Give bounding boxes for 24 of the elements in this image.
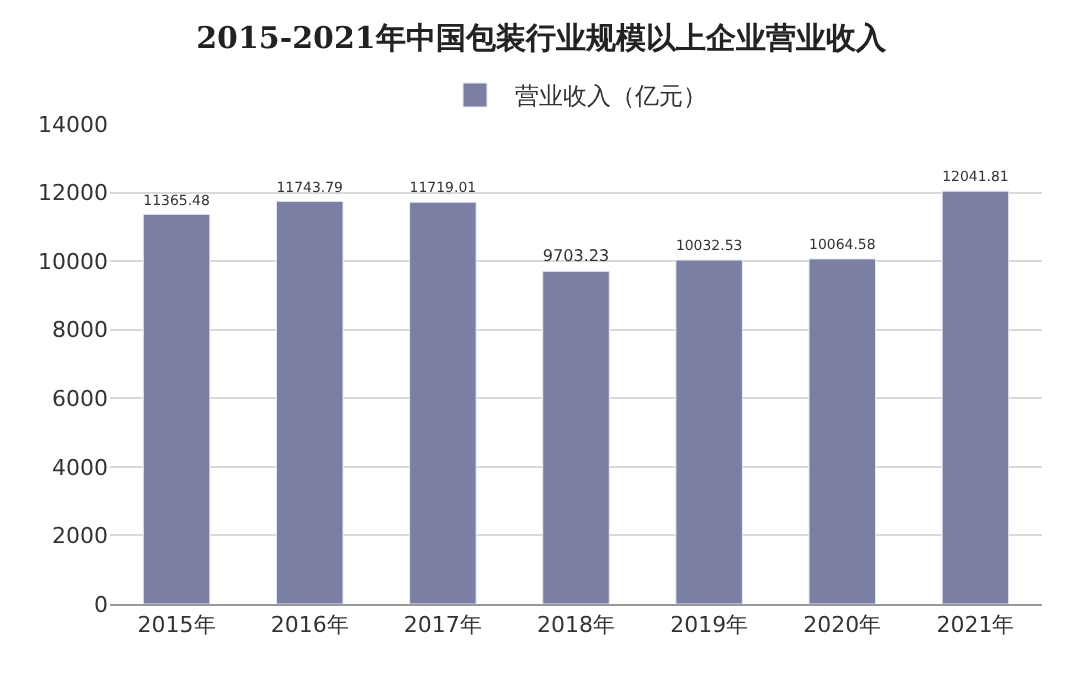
- bar: [941, 190, 1010, 604]
- y-tick-label: 10000: [38, 248, 108, 275]
- x-tick-label: 2020年: [803, 612, 882, 639]
- x-tick-label: 2016年: [270, 612, 349, 639]
- legend-label: 营业收入（亿元）: [515, 82, 707, 111]
- y-tick-label: 0: [94, 591, 108, 618]
- bar: [808, 258, 877, 604]
- x-tick-label: 2021年: [936, 612, 1015, 639]
- bar: [142, 213, 211, 604]
- x-tick-label: 2018年: [537, 612, 615, 639]
- y-tick-label: 12000: [38, 180, 108, 207]
- y-tick-label: 2000: [52, 523, 108, 550]
- bar: [275, 200, 344, 604]
- x-tick-label: 2017年: [403, 612, 482, 639]
- y-tick-label: 4000: [52, 454, 108, 481]
- y-tick-label: 8000: [52, 317, 108, 344]
- chart-title: 2015-2021年中国包装行业规模以上企业营业收入: [196, 20, 888, 57]
- bar: [542, 270, 610, 604]
- bar: [675, 259, 743, 604]
- x-tick-label: 2019年: [670, 612, 749, 639]
- x-tick-label: 2015年: [137, 612, 216, 639]
- y-tick-label: 14000: [38, 111, 108, 138]
- bar: [409, 201, 477, 604]
- y-tick-label: 6000: [52, 385, 108, 412]
